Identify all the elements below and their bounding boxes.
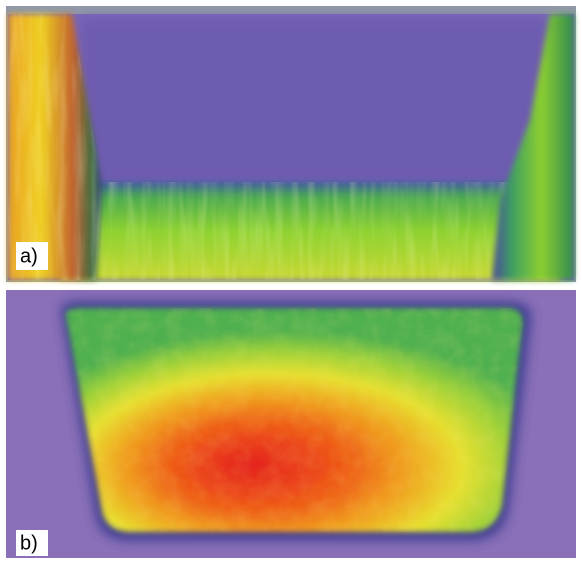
figure: a) b) bbox=[0, 0, 582, 562]
bottom-texture bbox=[60, 182, 560, 280]
panel-a: a) bbox=[6, 6, 576, 282]
panel-label: b) bbox=[20, 532, 38, 554]
blob-texture bbox=[66, 308, 523, 532]
page: a) b) (() => { const data = JSON.parse(d… bbox=[0, 0, 582, 562]
panel-label: a) bbox=[20, 245, 38, 267]
panel-b: b) bbox=[6, 290, 576, 558]
empty-region bbox=[80, 18, 550, 188]
